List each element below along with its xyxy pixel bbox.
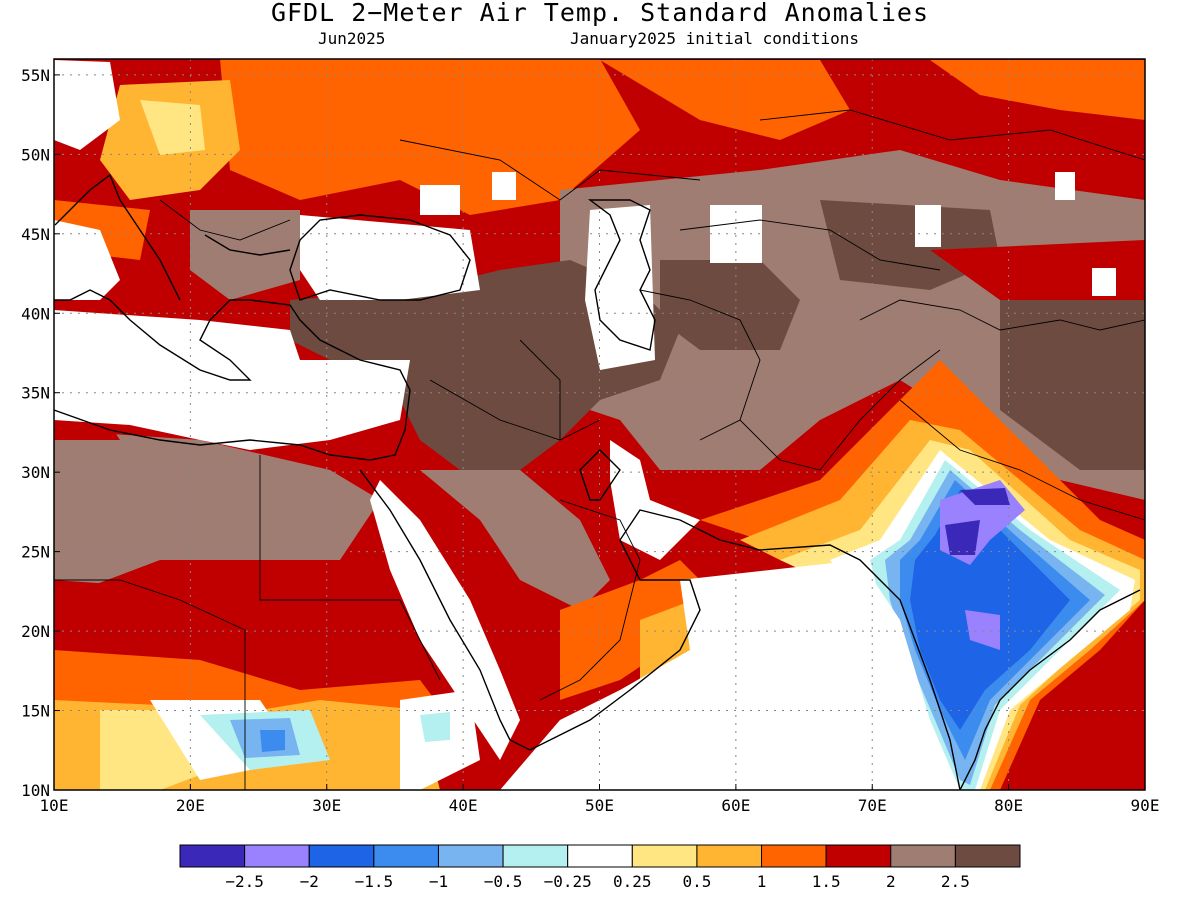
x-tick-label: 90E — [1131, 796, 1160, 815]
y-tick-label: 15N — [21, 702, 50, 721]
colorbar-swatch — [825, 844, 892, 868]
colorbar-label: 2 — [886, 872, 896, 891]
colorbar-swatch — [696, 844, 763, 868]
colorbar-label: 0.25 — [613, 872, 652, 891]
init-conditions-label: January2025 initial conditions — [570, 29, 859, 48]
colorbar-label: −1.5 — [355, 872, 394, 891]
y-tick-label: 55N — [21, 66, 50, 85]
y-tick-label: 50N — [21, 145, 50, 164]
colorbar-label: 0.5 — [682, 872, 711, 891]
colorbar-label: −2.5 — [225, 872, 264, 891]
x-tick-label: 10E — [40, 796, 69, 815]
colorbar-swatch — [373, 844, 439, 868]
colorbar-label: 1.5 — [812, 872, 841, 891]
colorbar-label: 1 — [757, 872, 767, 891]
colorbar-swatch — [179, 844, 246, 868]
y-tick-label: 45N — [21, 225, 50, 244]
colorbar-swatch — [954, 844, 1021, 868]
x-tick-label: 50E — [585, 796, 614, 815]
y-tick-label: 40N — [21, 304, 50, 323]
x-tick-label: 80E — [994, 796, 1023, 815]
y-tick-label: 35N — [21, 384, 50, 403]
colorbar-swatch — [761, 844, 827, 868]
colorbar-swatch — [308, 844, 375, 868]
colorbar-swatch — [567, 844, 633, 868]
x-tick-label: 20E — [176, 796, 205, 815]
colorbar-swatch — [890, 844, 956, 868]
colorbar-swatch — [502, 844, 569, 868]
y-tick-label: 10N — [21, 781, 50, 800]
chart-title: GFDL 2−Meter Air Temp. Standard Anomalie… — [270, 0, 930, 27]
colorbar-label: 2.5 — [941, 872, 970, 891]
y-axis: 10N 15N 20N 25N 30N 35N 40N 45N 50N 55N — [21, 66, 60, 800]
colorbar-label: −1 — [429, 872, 448, 891]
x-axis: 10E 20E 30E 40E 50E 60E 70E 80E 90E — [40, 784, 1160, 815]
colorbar-label: −2 — [300, 872, 319, 891]
y-tick-label: 30N — [21, 463, 50, 482]
colorbar-swatch — [244, 844, 310, 868]
valid-month-label: Jun2025 — [318, 29, 386, 48]
anomaly-field — [54, 59, 1145, 790]
coastlines — [54, 173, 1141, 790]
y-tick-label: 25N — [21, 543, 50, 562]
x-tick-label: 60E — [721, 796, 750, 815]
x-tick-label: 70E — [858, 796, 887, 815]
country-borders — [54, 109, 1145, 790]
colorbar-swatch — [437, 844, 504, 868]
x-tick-label: 30E — [312, 796, 341, 815]
colorbar-label: −0.5 — [484, 872, 523, 891]
colorbar: −2.5 −2 −1.5 −1 −0.5 −0.25 0.25 0.5 1 1.5 2 2.5 — [179, 844, 1021, 891]
colorbar-swatch — [631, 844, 698, 868]
x-tick-label: 40E — [449, 796, 478, 815]
colorbar-label: −0.25 — [544, 872, 592, 891]
y-tick-label: 20N — [21, 622, 50, 641]
